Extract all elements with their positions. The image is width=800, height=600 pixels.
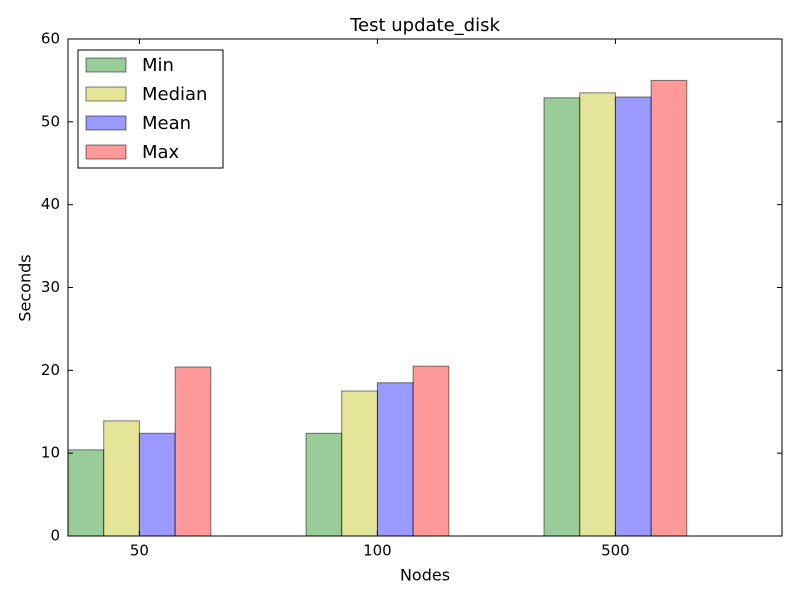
x-axis-label: Nodes (400, 566, 450, 585)
legend-label: Mean (142, 113, 191, 134)
bar (305, 432, 343, 537)
bar (614, 96, 652, 537)
x-tick-label: 100 (363, 542, 392, 560)
x-tick-label: 50 (130, 542, 149, 560)
chart-title: Test update_disk (349, 15, 500, 36)
y-tick-label: 50 (41, 112, 60, 130)
legend-swatch (85, 115, 127, 131)
bar (412, 365, 450, 537)
legend-label: Min (142, 55, 174, 76)
legend-swatch (85, 144, 127, 160)
y-tick-label: 20 (41, 361, 60, 379)
bar (543, 97, 581, 537)
bar (103, 420, 140, 537)
legend-swatch (85, 57, 127, 73)
plot-frame (67, 38, 783, 537)
x-tick-label: 500 (601, 542, 630, 560)
legend-label: Max (142, 142, 180, 163)
y-tick-label: 0 (50, 527, 60, 545)
legend-label: Median (142, 84, 207, 105)
legend-swatch (85, 86, 127, 102)
legend-box (77, 49, 224, 169)
y-tick-label: 40 (41, 195, 60, 213)
y-tick-label: 10 (41, 444, 60, 462)
bar (579, 92, 616, 537)
bar (67, 449, 105, 537)
bar (341, 390, 378, 537)
bar (376, 382, 414, 537)
y-axis-label: Seconds (16, 254, 35, 321)
y-tick-label: 60 (41, 30, 60, 48)
bar (650, 79, 688, 537)
y-tick-label: 30 (41, 278, 60, 296)
bar (174, 366, 212, 537)
bar (138, 432, 176, 537)
